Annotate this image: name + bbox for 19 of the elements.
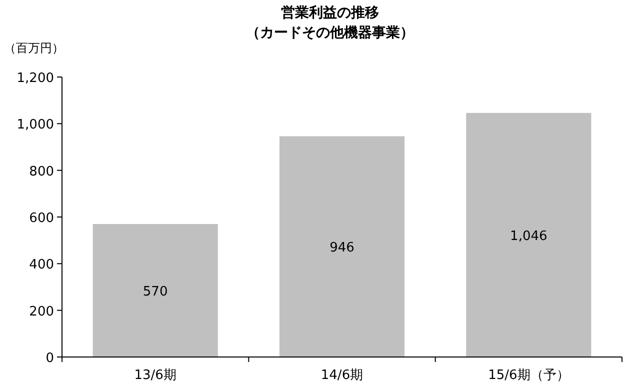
bar [92, 224, 218, 357]
y-tick-label: 600 [29, 211, 54, 226]
y-axis-title: （百万円） [4, 41, 64, 55]
bar [279, 136, 405, 357]
bar [466, 112, 592, 357]
y-tick-label: 800 [29, 164, 54, 180]
y-tick-label: 200 [29, 304, 54, 320]
y-tick-label: 1,000 [16, 118, 54, 133]
data-label: 946 [330, 240, 354, 256]
chart-subtitle: （カードその他機器事業） [246, 25, 414, 41]
x-tick-label: 13/6期 [134, 368, 176, 383]
data-label: 570 [142, 284, 168, 300]
y-tick-label: 0 [46, 351, 54, 366]
x-tick-label: 15/6期（予） [488, 368, 570, 383]
x-tick-label: 14/6期 [320, 368, 364, 383]
chart-title: 営業利益の推移 [281, 5, 379, 21]
data-label: 1,046 [510, 228, 548, 244]
y-tick-label: 1,200 [16, 71, 54, 86]
y-tick-label: 400 [29, 258, 54, 273]
